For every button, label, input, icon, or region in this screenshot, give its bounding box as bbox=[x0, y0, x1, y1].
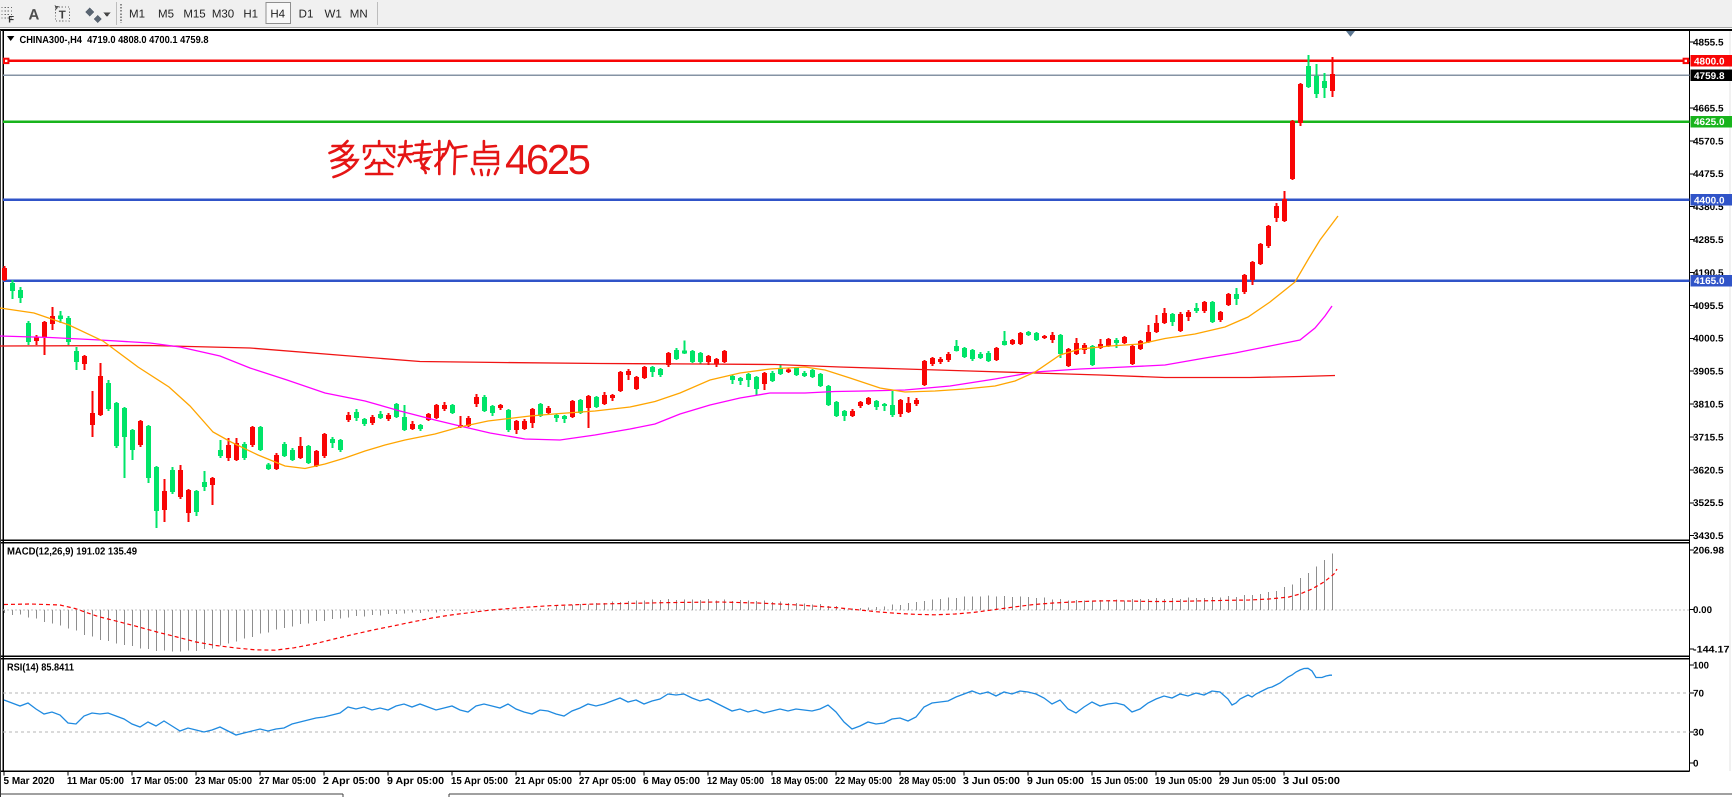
svg-text:21 Apr 05:00: 21 Apr 05:00 bbox=[515, 776, 572, 787]
svg-text:3620.5: 3620.5 bbox=[1693, 465, 1724, 476]
svg-text:5 Mar 2020: 5 Mar 2020 bbox=[4, 776, 55, 787]
svg-text:4285.5: 4285.5 bbox=[1693, 235, 1724, 246]
svg-text:12 May 05:00: 12 May 05:00 bbox=[707, 776, 764, 787]
svg-text:0: 0 bbox=[1693, 758, 1699, 769]
svg-text:0.00: 0.00 bbox=[1693, 605, 1712, 616]
svg-text:T: T bbox=[59, 9, 66, 21]
svg-text:H4: H4 bbox=[270, 9, 285, 21]
svg-text:M1: M1 bbox=[129, 9, 145, 21]
svg-text:100: 100 bbox=[1693, 660, 1709, 671]
svg-text:W1: W1 bbox=[324, 9, 341, 21]
svg-text:4095.5: 4095.5 bbox=[1693, 301, 1724, 312]
svg-text:3430.5: 3430.5 bbox=[1693, 531, 1724, 542]
svg-text:F: F bbox=[8, 15, 14, 26]
svg-text:M15: M15 bbox=[183, 9, 205, 21]
svg-text:4400.0: 4400.0 bbox=[1694, 195, 1725, 206]
svg-text:19 Jun 05:00: 19 Jun 05:00 bbox=[1155, 776, 1212, 787]
svg-text:15 Apr 05:00: 15 Apr 05:00 bbox=[451, 776, 508, 787]
svg-text:4000.5: 4000.5 bbox=[1693, 334, 1724, 345]
svg-text:18 May 05:00: 18 May 05:00 bbox=[771, 776, 828, 787]
svg-text:23 Mar 05:00: 23 Mar 05:00 bbox=[195, 776, 252, 787]
svg-text:4190.5: 4190.5 bbox=[1693, 268, 1724, 279]
svg-text:-144.17: -144.17 bbox=[1693, 644, 1730, 655]
svg-text:M30: M30 bbox=[212, 9, 234, 21]
svg-text:2 Apr 05:00: 2 Apr 05:00 bbox=[323, 776, 380, 787]
svg-text:6 May 05:00: 6 May 05:00 bbox=[643, 776, 700, 787]
svg-text:4625: 4625 bbox=[505, 136, 591, 183]
svg-text:4380.5: 4380.5 bbox=[1693, 202, 1724, 213]
svg-text:9 Apr 05:00: 9 Apr 05:00 bbox=[387, 776, 444, 787]
svg-text:CHINA300-,H4 4719.0 4808.0 47: CHINA300-,H4 4719.0 4808.0 4700.1 4759.8 bbox=[20, 35, 209, 46]
svg-text:4855.5: 4855.5 bbox=[1693, 38, 1724, 49]
svg-text:17 Mar 05:00: 17 Mar 05:00 bbox=[131, 776, 188, 787]
svg-text:22 May 05:00: 22 May 05:00 bbox=[835, 776, 892, 787]
svg-text:3715.5: 3715.5 bbox=[1693, 432, 1724, 443]
svg-text:11 Mar 05:00: 11 Mar 05:00 bbox=[67, 776, 124, 787]
svg-text:3905.5: 3905.5 bbox=[1693, 367, 1724, 378]
svg-text:MACD(12,26,9) 191.02 135.49: MACD(12,26,9) 191.02 135.49 bbox=[7, 547, 137, 558]
svg-text:MN: MN bbox=[350, 9, 368, 21]
svg-text:4759.8: 4759.8 bbox=[1694, 71, 1725, 82]
svg-text:H1: H1 bbox=[243, 9, 258, 21]
svg-text:M5: M5 bbox=[158, 9, 174, 21]
svg-text:3 Jul 05:00: 3 Jul 05:00 bbox=[1283, 776, 1340, 787]
svg-text:4665.5: 4665.5 bbox=[1693, 103, 1724, 114]
svg-text:A: A bbox=[29, 7, 40, 24]
svg-text:4570.5: 4570.5 bbox=[1693, 136, 1724, 147]
svg-text:4165.0: 4165.0 bbox=[1694, 276, 1725, 287]
svg-text:28 May 05:00: 28 May 05:00 bbox=[899, 776, 956, 787]
svg-text:206.98: 206.98 bbox=[1693, 545, 1725, 556]
svg-text:3 Jun 05:00: 3 Jun 05:00 bbox=[963, 776, 1020, 787]
svg-text:3810.5: 3810.5 bbox=[1693, 400, 1724, 411]
svg-text:D1: D1 bbox=[299, 9, 314, 21]
svg-text:RSI(14) 85.8411: RSI(14) 85.8411 bbox=[7, 662, 74, 673]
svg-text:15 Jun 05:00: 15 Jun 05:00 bbox=[1091, 776, 1148, 787]
svg-text:27 Mar 05:00: 27 Mar 05:00 bbox=[259, 776, 316, 787]
svg-text:4475.5: 4475.5 bbox=[1693, 169, 1724, 180]
svg-text:4625.0: 4625.0 bbox=[1694, 117, 1725, 128]
svg-text:4800.0: 4800.0 bbox=[1694, 56, 1725, 67]
svg-text:9 Jun 05:00: 9 Jun 05:00 bbox=[1027, 776, 1084, 787]
svg-text:30: 30 bbox=[1693, 727, 1704, 738]
svg-text:3525.5: 3525.5 bbox=[1693, 498, 1724, 509]
svg-text:70: 70 bbox=[1693, 688, 1704, 699]
svg-text:29 Jun 05:00: 29 Jun 05:00 bbox=[1219, 776, 1276, 787]
svg-text:27 Apr 05:00: 27 Apr 05:00 bbox=[579, 776, 636, 787]
